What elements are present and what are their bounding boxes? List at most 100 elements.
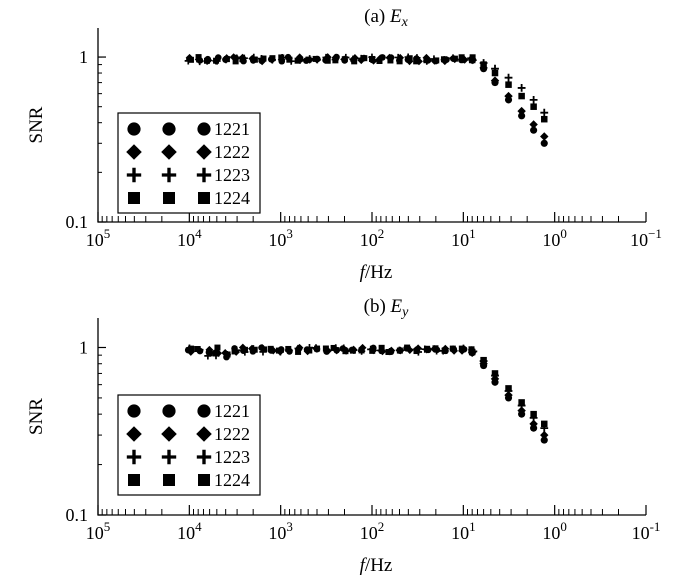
legend-marker-1222 [196, 144, 212, 160]
marker-1224 [505, 81, 512, 88]
legend-marker-1221 [127, 122, 141, 136]
marker-1224 [361, 55, 368, 62]
y-tick-label: 1 [79, 47, 88, 67]
marker-1224 [369, 347, 376, 354]
marker-1224 [224, 351, 231, 358]
marker-1223 [517, 84, 526, 92]
x-tick-label: 10−1 [630, 226, 662, 250]
marker-1224 [378, 344, 385, 351]
marker-1224 [294, 57, 301, 64]
marker-1222 [504, 91, 513, 101]
marker-1224 [433, 57, 440, 64]
marker-1224 [286, 56, 293, 63]
marker-1224 [458, 54, 465, 61]
marker-1224 [260, 55, 267, 62]
legend-box [117, 394, 261, 496]
marker-1224 [285, 345, 292, 352]
chart-title: (b) Ey [364, 296, 410, 320]
marker-1224 [206, 350, 213, 357]
marker-1224 [278, 54, 285, 61]
marker-1224 [458, 345, 465, 352]
marker-1224 [423, 57, 430, 64]
marker-1224 [239, 56, 246, 63]
legend-marker-1223 [161, 167, 177, 183]
x-axis-label: f/Hz [360, 555, 393, 576]
marker-1224 [530, 103, 537, 110]
marker-1224 [330, 344, 337, 351]
marker-1224 [295, 348, 302, 355]
legend-marker-1224 [128, 474, 140, 486]
marker-1224 [267, 345, 274, 352]
marker-1224 [385, 348, 392, 355]
marker-1224 [261, 346, 268, 353]
marker-1222 [540, 132, 549, 141]
legend-marker-1224 [198, 474, 210, 486]
marker-1224 [324, 57, 331, 64]
marker-1224 [480, 356, 487, 364]
marker-1224 [406, 55, 413, 62]
marker-1223 [212, 352, 220, 360]
marker-1224 [204, 57, 211, 64]
y-tick-label: 1 [79, 337, 88, 357]
legend-marker-1222 [126, 144, 142, 160]
legend-label-1221: 1221 [214, 119, 250, 139]
marker-1224 [358, 347, 365, 354]
x-tick-label: 105 [86, 519, 111, 543]
panel-b: (b) Ey 0.1 1 SNR 105 104 103 102 101 100 10-1 f/Hz 1… [26, 296, 660, 576]
marker-1222 [214, 349, 223, 358]
legend-marker-1222 [126, 426, 142, 442]
marker-1224 [387, 57, 394, 64]
legend-label-1224: 1224 [214, 188, 250, 208]
marker-1224 [440, 56, 447, 63]
marker-1222 [351, 54, 359, 62]
marker-1224 [231, 348, 238, 355]
marker-1224 [341, 56, 348, 63]
marker-1224 [322, 345, 329, 352]
legend-marker-1221 [197, 404, 211, 418]
marker-1222 [504, 390, 513, 400]
marker-1224 [491, 370, 499, 377]
marker-1221 [540, 139, 548, 147]
data-points [184, 53, 549, 147]
marker-1224 [351, 58, 358, 65]
marker-1224 [449, 345, 456, 352]
marker-1224 [349, 347, 356, 354]
legend-marker-1224 [128, 192, 140, 204]
legend-label-1222: 1222 [214, 424, 250, 444]
marker-1224 [195, 54, 202, 61]
marker-1223 [529, 95, 538, 104]
x-axis-label: f/Hz [360, 262, 393, 283]
marker-1221 [540, 436, 548, 444]
marker-1224 [413, 58, 420, 65]
legend-marker-1221 [162, 122, 176, 136]
marker-1221 [530, 126, 538, 134]
marker-1224 [468, 56, 476, 64]
marker-1224 [518, 92, 525, 100]
x-tick-label: 100 [542, 519, 567, 543]
x-tick-label: 104 [177, 519, 202, 543]
x-tick-label: 101 [451, 519, 476, 543]
marker-1224 [518, 399, 525, 406]
marker-1224 [505, 385, 512, 392]
x-tick-label: 105 [86, 226, 111, 250]
legend: 1221 1222 1223 1224 [117, 394, 261, 496]
legend-label-1221: 1221 [214, 401, 250, 421]
marker-1224 [314, 345, 321, 352]
marker-1224 [241, 346, 248, 353]
marker-1224 [441, 347, 448, 354]
marker-1224 [468, 348, 476, 356]
marker-1224 [305, 56, 312, 63]
marker-1224 [541, 420, 548, 428]
y-tick-label: 0.1 [66, 212, 89, 232]
legend-label-1223: 1223 [214, 447, 250, 467]
marker-1224 [342, 348, 349, 355]
legend-marker-1222 [161, 144, 177, 160]
marker-1223 [540, 108, 549, 117]
legend-marker-1224 [163, 474, 175, 486]
marker-1224 [194, 346, 201, 353]
y-tick-label: 0.1 [66, 505, 89, 525]
x-tick-label: 10-1 [632, 519, 661, 543]
marker-1224 [251, 346, 258, 353]
y-axis-label: SNR [26, 106, 47, 143]
